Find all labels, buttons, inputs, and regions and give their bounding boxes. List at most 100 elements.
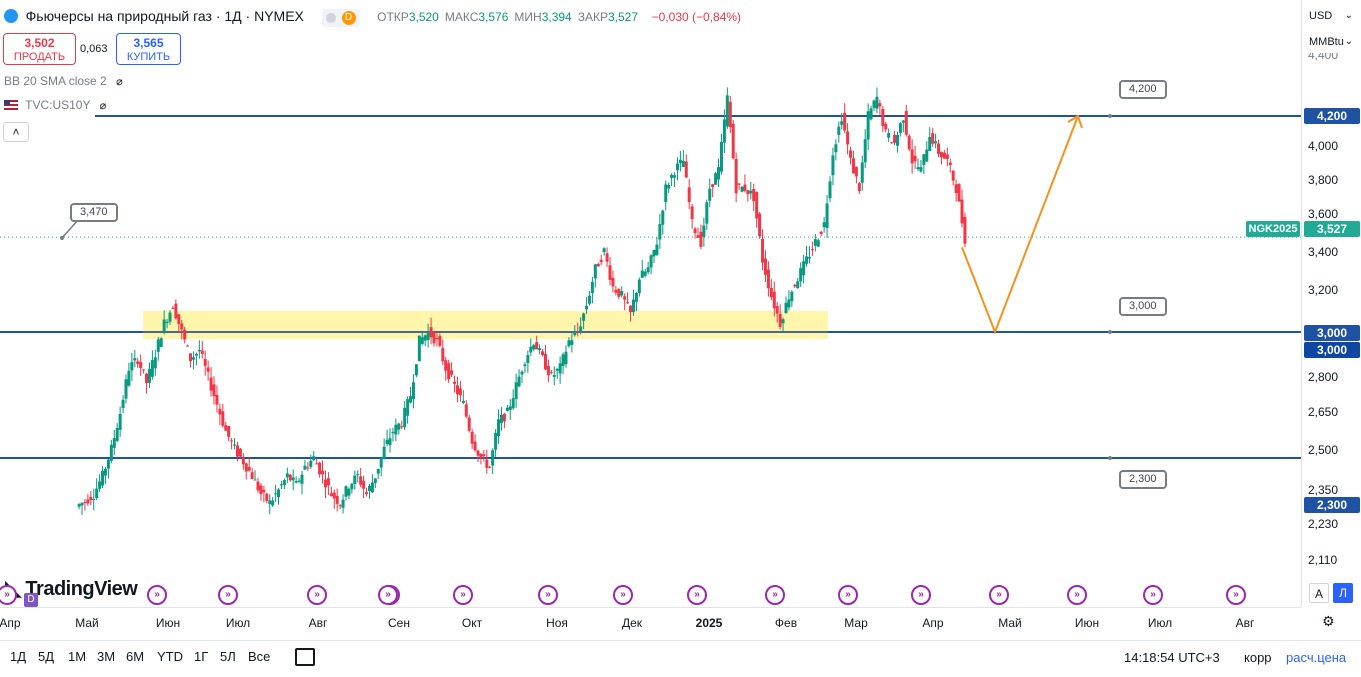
range-button[interactable]: 6M (126, 649, 145, 664)
event-icon[interactable]: » (1226, 585, 1246, 605)
event-icon[interactable]: » (1143, 585, 1163, 605)
candle-body (538, 348, 542, 350)
event-icon[interactable]: » (538, 585, 558, 605)
range-button[interactable]: Все (248, 649, 271, 664)
candle-body (391, 431, 395, 434)
range-button[interactable]: 3M (97, 649, 116, 664)
event-icon[interactable]: » (218, 585, 238, 605)
candle-body (109, 444, 113, 461)
event-icon[interactable]: » (687, 585, 707, 605)
event-icon[interactable]: » (613, 585, 633, 605)
candle-body (470, 431, 474, 444)
indicator-bb[interactable]: BB 20 SMA close 2 ⌀ (4, 74, 123, 88)
candle-body (652, 249, 656, 257)
candle-body (367, 485, 371, 491)
candle-body (318, 462, 322, 475)
sell-button[interactable]: 3,502 ПРОДАТЬ (3, 33, 76, 65)
candle-body (411, 382, 415, 399)
candle-body (523, 364, 527, 367)
flag-icon (4, 100, 18, 110)
range-button[interactable]: 1Д (10, 649, 27, 664)
clock[interactable]: 14:18:54 UTC+3 (1124, 650, 1220, 665)
candle-body (103, 468, 107, 476)
callout-4200[interactable]: 4,200 (1119, 80, 1167, 99)
auto-scale-button[interactable]: A (1309, 583, 1329, 603)
event-icon[interactable]: » (0, 585, 17, 605)
candle-body (626, 302, 630, 304)
candle-body (218, 408, 222, 415)
candle-body (608, 265, 612, 280)
time-axis[interactable]: Апр Май Июн Июл Авг Сен Окт Ноя Дек 2025 Фев Мар Апр… (0, 607, 1301, 635)
gear-icon[interactable]: ⚙ (1322, 613, 1335, 629)
callout-3000[interactable]: 3,000 (1119, 297, 1167, 316)
eye-hidden-icon[interactable]: ⌀ (116, 76, 123, 88)
candle-body (435, 337, 439, 339)
candle-body (690, 206, 694, 219)
price-tick: 2,230 (1308, 517, 1339, 531)
eye-hidden-icon[interactable]: ⌀ (99, 100, 107, 112)
event-icon[interactable]: » (307, 585, 327, 605)
price-scale[interactable]: 4,000 3,800 3,600 3,400 3,200 2,800 2,650 2,500… (1301, 0, 1361, 607)
callout-3470[interactable]: 3,470 (70, 203, 118, 222)
candle-body (344, 486, 348, 497)
price-chart[interactable] (0, 0, 1301, 635)
time-label: Май (75, 616, 99, 630)
candle-body (77, 504, 81, 507)
event-icon[interactable]: » (1067, 585, 1087, 605)
range-button[interactable]: 1Г (194, 649, 209, 664)
indicator-tvc[interactable]: TVC:US10Y ⌀ (4, 98, 106, 112)
buy-button[interactable]: 3,565 КУПИТЬ (116, 33, 181, 65)
date-range-icon[interactable] (295, 648, 315, 666)
event-icon[interactable]: » (453, 585, 473, 605)
candle-body (822, 222, 826, 228)
candle-body (561, 354, 565, 367)
price-tag: 4,200 (1304, 108, 1360, 124)
callout-2300[interactable]: 2,300 (1119, 470, 1167, 489)
price-tick: 2,800 (1308, 370, 1339, 384)
collapse-legend-button[interactable]: ˄ (3, 122, 29, 142)
candle-body (866, 111, 870, 140)
event-icon[interactable]: » (838, 585, 858, 605)
event-icon[interactable]: » (911, 585, 931, 605)
projection-path[interactable] (961, 115, 1079, 335)
sell-label: ПРОДАТЬ (13, 51, 66, 63)
adj-button[interactable]: корр (1244, 650, 1272, 665)
unit-select[interactable]: MMBtu ⌄ (1305, 31, 1357, 53)
candle-body (825, 203, 829, 228)
time-label: Июл (225, 616, 251, 630)
event-icon[interactable]: » (989, 585, 1009, 605)
log-scale-button[interactable]: Л (1333, 583, 1353, 603)
calc-price-button[interactable]: расч.цена (1286, 650, 1347, 665)
candle-body (508, 406, 512, 410)
time-label: Авг (308, 616, 328, 630)
candle-body (775, 306, 779, 314)
price-tick: 2,650 (1308, 405, 1339, 419)
candle-body (954, 184, 958, 194)
candle-body (183, 329, 187, 340)
candle-body (755, 191, 759, 219)
candle-body (212, 384, 216, 397)
candle-body (461, 400, 465, 403)
range-button[interactable]: 1M (68, 649, 87, 664)
candle-body (919, 167, 923, 172)
currency-select[interactable]: USD ⌄ (1305, 5, 1357, 27)
range-button[interactable]: YTD (157, 649, 183, 664)
price-tag: 2,300 (1304, 497, 1360, 513)
event-icon[interactable]: » (378, 585, 398, 605)
event-icon[interactable]: » (765, 585, 785, 605)
candle-body (476, 450, 480, 456)
support-zone[interactable] (143, 311, 828, 339)
range-button[interactable]: 5Л (220, 649, 236, 664)
chevron-down-icon: ⌄ (1344, 36, 1353, 47)
range-button[interactable]: 5Д (38, 649, 55, 664)
indicator-tvc-label: TVC:US10Y (25, 98, 91, 112)
candle-body (256, 481, 260, 491)
event-icon[interactable]: » (147, 585, 167, 605)
candle-body (687, 187, 691, 203)
candle-body (89, 496, 93, 501)
candle-body (711, 184, 715, 188)
candle-body (511, 398, 515, 409)
candle-body (92, 498, 96, 500)
candle-body (863, 139, 867, 163)
candle-body (194, 353, 198, 356)
